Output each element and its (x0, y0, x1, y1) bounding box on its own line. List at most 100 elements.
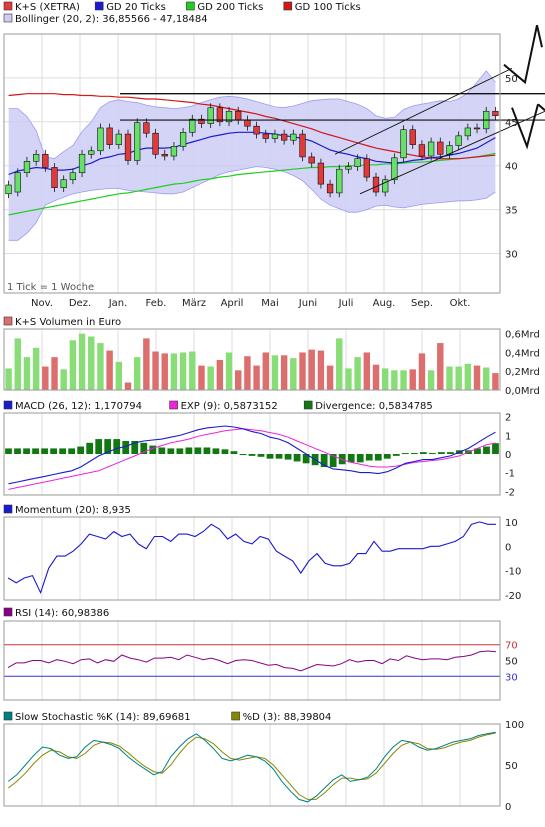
candle-body (464, 127, 471, 137)
divergence-bar (185, 447, 193, 454)
price-y-tick-label: 30 (505, 249, 518, 260)
rsi-y-tick-label: 50 (505, 657, 518, 668)
volume-bar (464, 363, 472, 390)
candle-body (33, 153, 40, 162)
stochastic-legend-swatch (231, 711, 240, 721)
volume-bar (235, 370, 242, 390)
scenario-arrow-down-up (511, 103, 539, 150)
volume-y-tick-label: 0,0Mrd (505, 386, 540, 397)
candle-body (326, 183, 334, 194)
volume-legend-swatch (3, 316, 13, 326)
volume-bar (391, 370, 398, 390)
candle-body (271, 133, 279, 139)
volume-bar (78, 333, 86, 390)
month-label: Sep. (411, 298, 433, 309)
candle-body (179, 132, 187, 147)
volume-bar (88, 336, 95, 390)
price-bollinger-legend-label: Bollinger (20, 2): 36,85566 - 47,18484 (15, 14, 208, 25)
candle-body (354, 158, 361, 167)
price-legend-label: K+S (XETRA) (15, 2, 80, 13)
month-label: Nov. (31, 298, 53, 309)
divergence-bar (320, 454, 328, 468)
candle-body (244, 119, 251, 127)
price-legend-swatch (283, 1, 293, 11)
candle-body (225, 110, 233, 123)
candle-body (51, 167, 58, 188)
volume-bar (115, 361, 123, 390)
divergence-bar (131, 440, 139, 454)
month-label: Okt. (450, 298, 471, 309)
volume-bar (216, 359, 224, 390)
candle-body (23, 161, 31, 174)
volume-bar (381, 368, 389, 390)
volume-bar (336, 338, 343, 390)
divergence-bar (230, 451, 238, 454)
candle-body (345, 166, 352, 170)
stochastic-y-tick-label: 100 (505, 720, 524, 731)
divergence-bar (86, 442, 94, 454)
divergence-bar (383, 454, 391, 459)
candle-body (363, 158, 370, 178)
candle-body (400, 129, 407, 159)
candle-body (418, 144, 426, 157)
divergence-bar (32, 448, 39, 454)
volume-bar (97, 343, 104, 390)
divergence-bar (41, 448, 48, 454)
volume-bar (23, 357, 31, 390)
divergence-bar (95, 439, 103, 454)
stochastic-legend-label: Slow Stochastic %K (14): 89,69681 (15, 712, 191, 723)
divergence-bar (447, 452, 454, 454)
candle-body (189, 118, 196, 133)
volume-bar (280, 355, 288, 390)
volume-bar (446, 366, 453, 390)
candle-body (372, 176, 380, 193)
volume-bar (427, 370, 435, 390)
month-label: Dez. (69, 298, 91, 309)
volume-bar (363, 352, 371, 390)
candle-body (308, 156, 315, 164)
volume-y-tick-label: 0,6Mrd (505, 330, 540, 341)
candle-body (97, 127, 104, 152)
scenario-arrow-up (503, 24, 538, 85)
month-label: Juli (338, 298, 354, 309)
candle-body (253, 125, 260, 135)
rsi-frame (3, 620, 501, 701)
macd-legend-label: MACD (26, 12): 1,170794 (15, 401, 142, 412)
divergence-bar (158, 447, 166, 454)
momentum-y-tick-label: -20 (505, 591, 521, 602)
price-legend-swatch (94, 1, 104, 11)
divergence-bar (365, 454, 373, 461)
divergence-bar (483, 446, 490, 454)
month-label: Aug. (373, 298, 396, 309)
divergence-bar (68, 448, 76, 454)
candle-body (391, 157, 398, 181)
candle-body (299, 133, 306, 158)
volume-bar (225, 352, 233, 390)
divergence-bar (257, 454, 265, 457)
divergence-bar (149, 445, 157, 454)
macd-line (8, 425, 496, 485)
price-y-tick-label: 40 (505, 162, 518, 173)
volume-bar (51, 357, 58, 390)
divergence-bar (284, 454, 292, 460)
divergence-bar (5, 448, 12, 454)
volume-bar (483, 367, 490, 390)
candle-body (492, 110, 499, 116)
tick-note: 1 Tick = 1 Woche (7, 282, 94, 293)
divergence-bar (392, 454, 400, 456)
volume-bar (455, 366, 462, 390)
divergence-bar (176, 448, 184, 454)
volume-bar (354, 357, 361, 390)
volume-bar (290, 358, 297, 390)
volume-bar (14, 338, 21, 390)
candle-body (290, 133, 297, 141)
divergence-bar (14, 448, 21, 454)
volume-bar (299, 352, 306, 390)
macd-y-tick-label: -1 (505, 469, 515, 480)
candle-body (409, 129, 416, 145)
candle-body (336, 168, 343, 194)
divergence-bar (140, 442, 148, 454)
bollinger-lower-line (8, 166, 496, 241)
volume-bar (418, 353, 426, 390)
